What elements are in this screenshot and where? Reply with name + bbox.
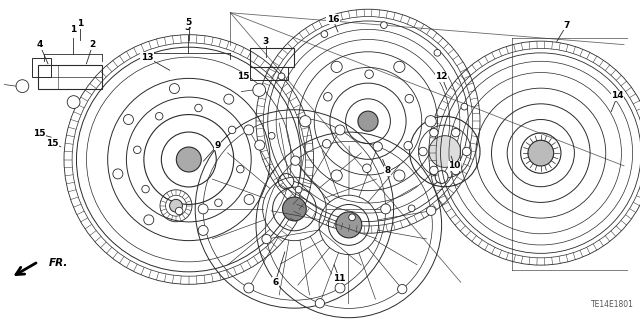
Text: 15: 15 <box>237 72 250 81</box>
Ellipse shape <box>429 166 438 174</box>
Ellipse shape <box>404 141 412 150</box>
Ellipse shape <box>175 207 183 215</box>
Ellipse shape <box>419 147 428 156</box>
Ellipse shape <box>451 163 458 169</box>
Ellipse shape <box>255 140 265 150</box>
Ellipse shape <box>373 142 382 151</box>
Ellipse shape <box>278 73 285 80</box>
Ellipse shape <box>394 170 405 181</box>
Ellipse shape <box>198 204 208 214</box>
Text: 5: 5 <box>186 18 192 27</box>
Text: 1: 1 <box>77 19 83 28</box>
Text: 16: 16 <box>326 15 339 24</box>
Ellipse shape <box>228 126 236 134</box>
Text: 4: 4 <box>36 40 43 49</box>
Bar <box>38 65 102 89</box>
Ellipse shape <box>244 283 253 293</box>
Text: 9: 9 <box>214 141 221 150</box>
Text: 10: 10 <box>448 161 461 170</box>
Ellipse shape <box>268 132 275 139</box>
Ellipse shape <box>461 103 468 110</box>
Bar <box>250 67 288 80</box>
Ellipse shape <box>237 166 244 173</box>
Ellipse shape <box>144 215 154 225</box>
Ellipse shape <box>331 170 342 181</box>
Ellipse shape <box>170 84 179 93</box>
Ellipse shape <box>134 146 141 153</box>
Text: 3: 3 <box>262 37 269 46</box>
Ellipse shape <box>67 96 80 108</box>
Ellipse shape <box>426 206 436 215</box>
Ellipse shape <box>291 156 300 165</box>
Ellipse shape <box>336 212 362 238</box>
Ellipse shape <box>113 169 123 179</box>
Ellipse shape <box>282 197 307 221</box>
Text: 15: 15 <box>46 139 59 148</box>
Ellipse shape <box>451 166 460 174</box>
Ellipse shape <box>408 205 415 212</box>
Ellipse shape <box>195 104 202 112</box>
Text: 2: 2 <box>90 40 96 49</box>
Ellipse shape <box>324 93 332 101</box>
Text: 5: 5 <box>184 23 191 32</box>
Text: FR.: FR. <box>49 258 68 268</box>
Ellipse shape <box>316 299 324 308</box>
Bar <box>32 58 51 77</box>
Ellipse shape <box>295 186 302 193</box>
Ellipse shape <box>142 185 149 193</box>
Ellipse shape <box>170 199 182 212</box>
Ellipse shape <box>214 199 222 206</box>
Text: 12: 12 <box>435 72 448 81</box>
Ellipse shape <box>335 283 345 293</box>
Text: 8: 8 <box>384 166 390 175</box>
Ellipse shape <box>434 49 441 56</box>
Ellipse shape <box>198 226 208 235</box>
Ellipse shape <box>177 147 201 172</box>
Ellipse shape <box>365 70 373 78</box>
Ellipse shape <box>253 84 266 96</box>
Ellipse shape <box>381 22 387 28</box>
Ellipse shape <box>244 195 254 204</box>
Text: 13: 13 <box>141 53 154 62</box>
Ellipse shape <box>397 285 407 294</box>
Ellipse shape <box>363 164 371 173</box>
Ellipse shape <box>321 31 328 37</box>
Ellipse shape <box>429 136 461 167</box>
Ellipse shape <box>381 204 390 214</box>
Ellipse shape <box>394 61 405 72</box>
Ellipse shape <box>335 125 345 135</box>
Ellipse shape <box>278 174 294 189</box>
Ellipse shape <box>156 113 163 120</box>
Ellipse shape <box>462 147 471 156</box>
Ellipse shape <box>300 115 311 127</box>
Text: 14: 14 <box>611 91 624 100</box>
Ellipse shape <box>405 94 413 103</box>
Text: 7: 7 <box>563 21 570 30</box>
Ellipse shape <box>331 61 342 72</box>
Text: TE14E1801: TE14E1801 <box>591 300 634 309</box>
Ellipse shape <box>429 129 438 137</box>
Ellipse shape <box>349 214 355 221</box>
Ellipse shape <box>528 140 554 166</box>
Ellipse shape <box>358 111 378 131</box>
Text: 6: 6 <box>272 278 278 287</box>
Ellipse shape <box>262 234 271 244</box>
Bar <box>250 48 294 67</box>
Ellipse shape <box>224 94 234 104</box>
Ellipse shape <box>435 171 448 183</box>
Ellipse shape <box>124 115 134 124</box>
Ellipse shape <box>323 139 331 148</box>
Ellipse shape <box>425 115 436 127</box>
Text: 11: 11 <box>333 274 346 283</box>
Text: 15: 15 <box>33 130 46 138</box>
Ellipse shape <box>451 129 460 137</box>
Ellipse shape <box>244 125 253 135</box>
Ellipse shape <box>16 80 29 93</box>
Text: 1: 1 <box>70 26 76 34</box>
